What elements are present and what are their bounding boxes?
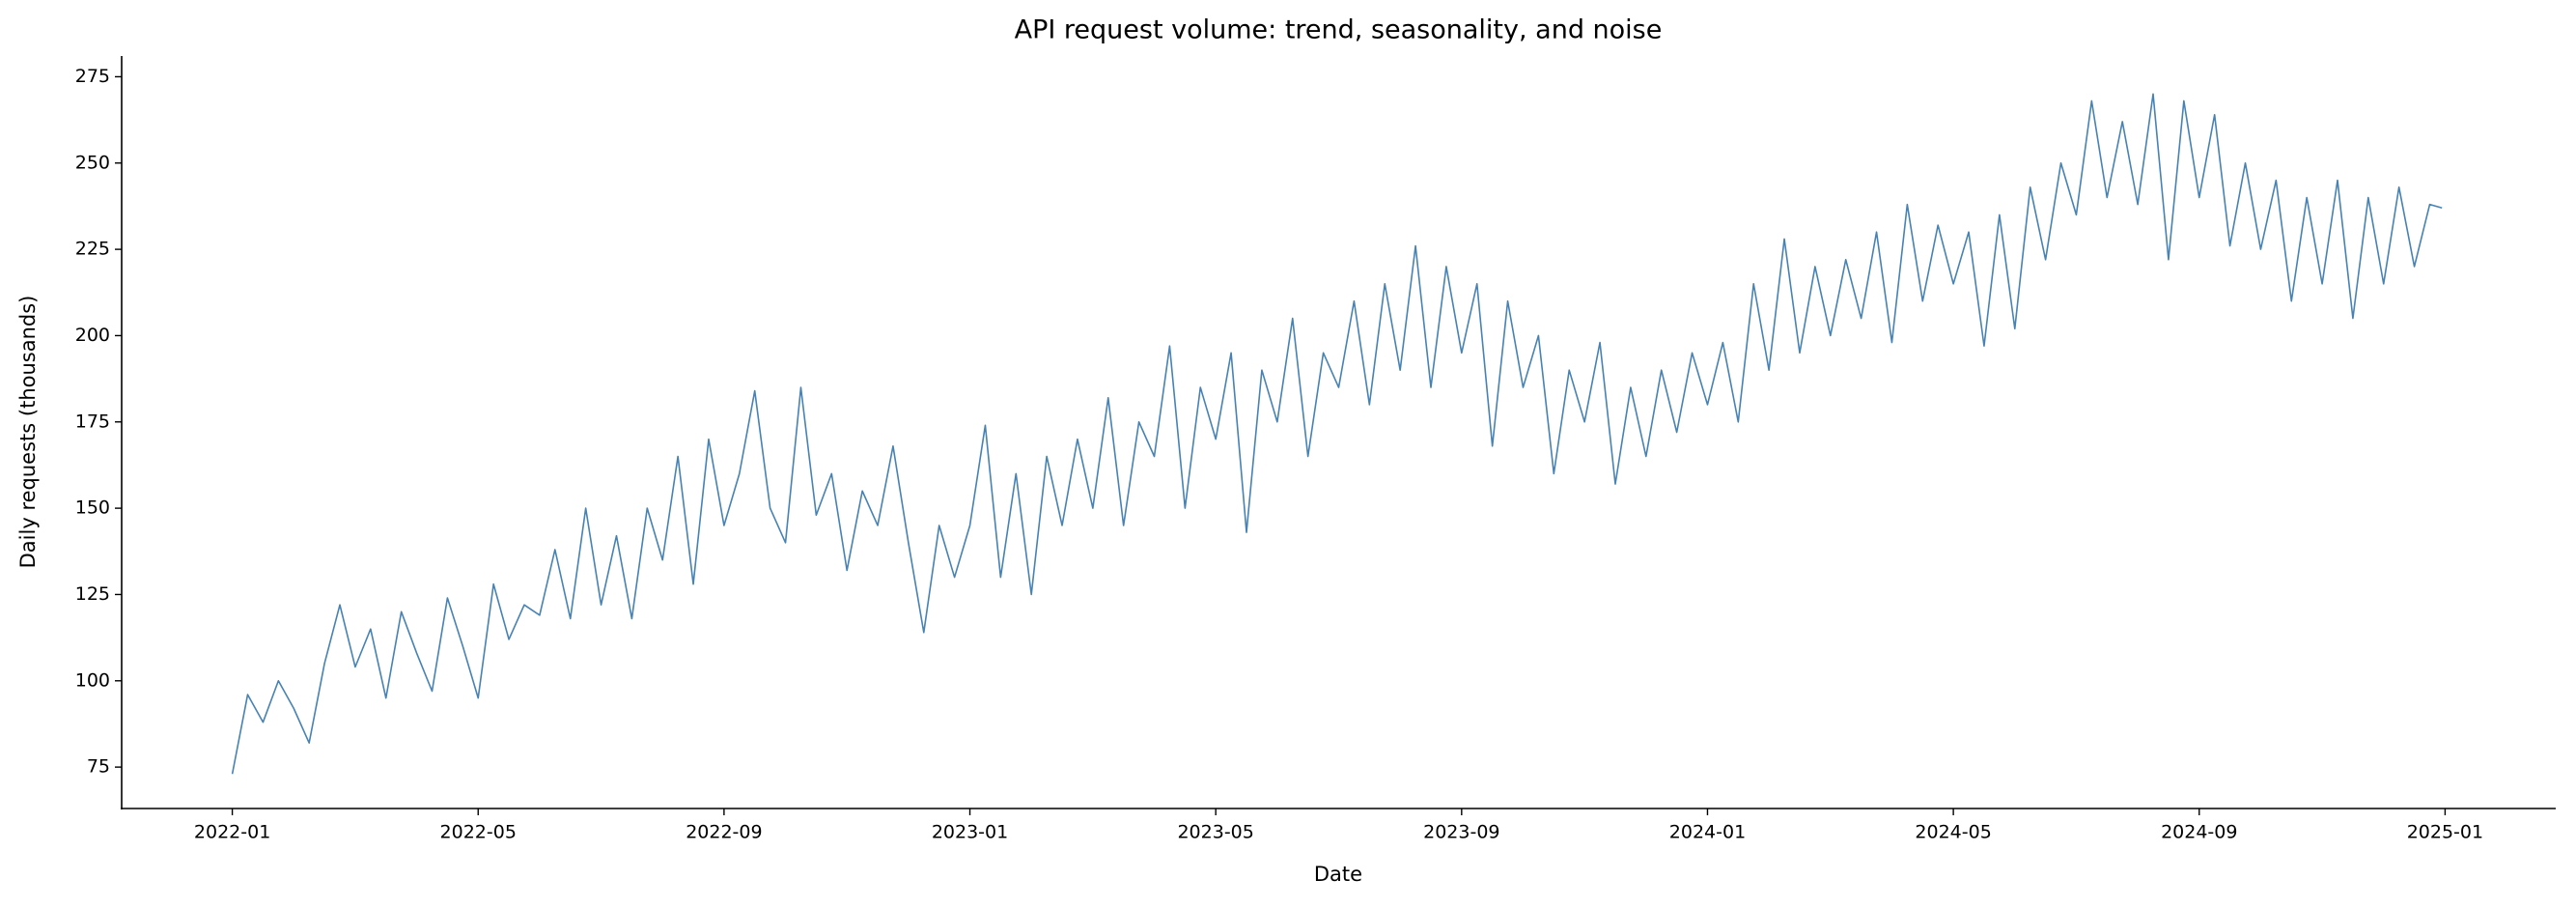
y-tick-label: 275: [75, 66, 110, 87]
line-series: [231, 93, 2443, 775]
x-tick-label: 2024-09: [2161, 822, 2237, 843]
x-tick-label: 2022-01: [194, 822, 270, 843]
x-tick-label: 2022-05: [440, 822, 517, 843]
y-tick-label: 200: [75, 325, 110, 346]
chart-title: API request volume: trend, seasonality, …: [1015, 15, 1663, 45]
y-tick-label: 225: [75, 239, 110, 260]
x-axis-label: Date: [1314, 863, 1362, 886]
x-tick-label: 2024-05: [1915, 822, 1991, 843]
x-tick-label: 2023-01: [932, 822, 1008, 843]
x-tick-label: 2023-09: [1423, 822, 1499, 843]
x-tick-label: 2024-01: [1669, 822, 1746, 843]
x-tick-label: 2023-05: [1177, 822, 1253, 843]
y-axis-label: Daily requests (thousands): [16, 296, 40, 569]
y-tick-label: 150: [75, 497, 110, 519]
x-tick-label: 2025-01: [2407, 822, 2483, 843]
y-tick-label: 75: [87, 756, 110, 778]
y-tick-label: 250: [75, 152, 110, 173]
y-tick-label: 100: [75, 669, 110, 691]
x-tick-label: 2022-09: [686, 822, 762, 843]
y-tick-label: 125: [75, 583, 110, 605]
y-tick-label: 175: [75, 411, 110, 432]
